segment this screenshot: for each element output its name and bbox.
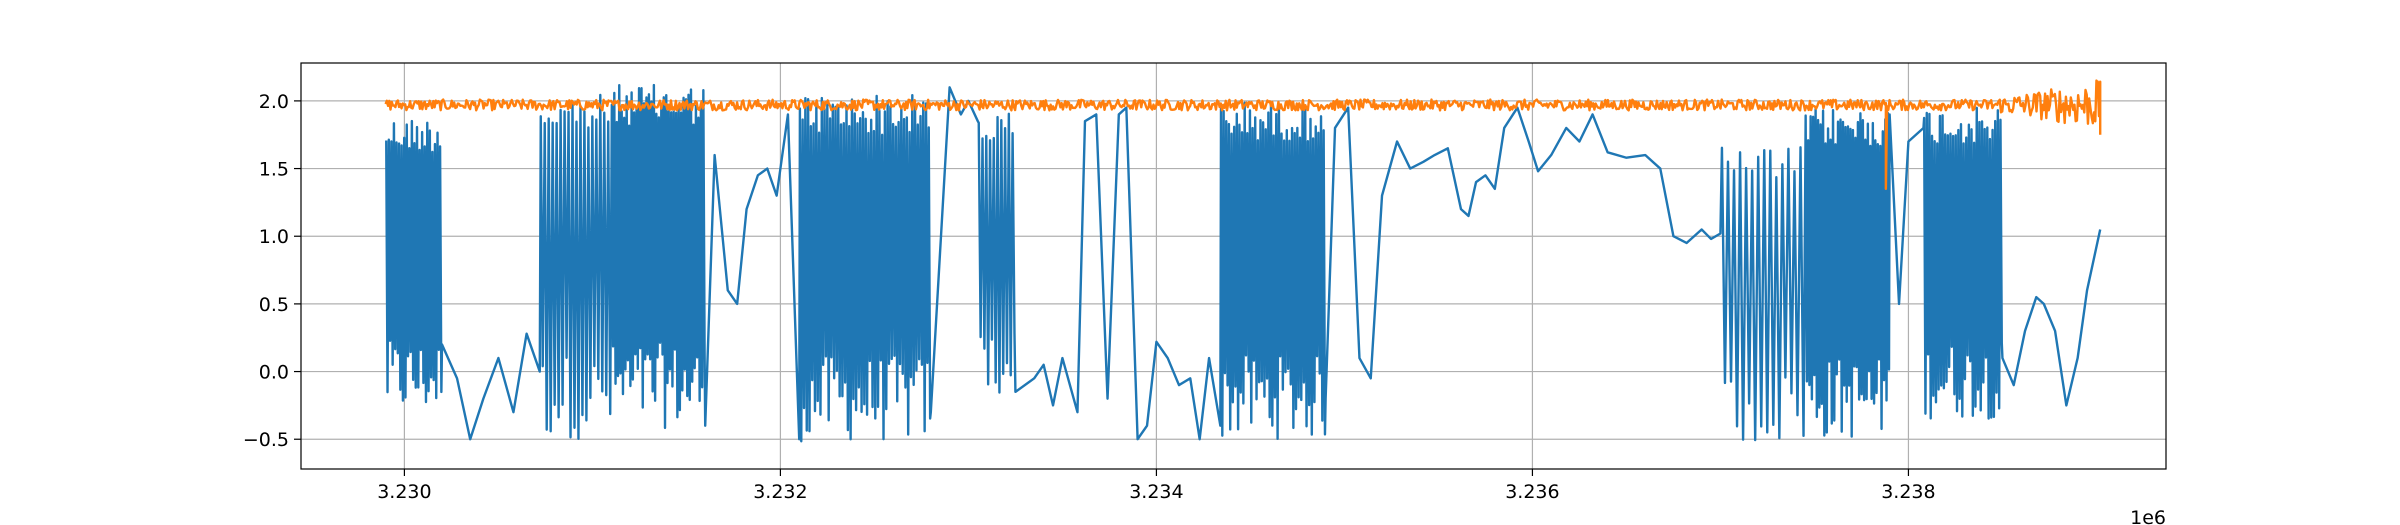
y-tick-label: −0.5 bbox=[243, 429, 289, 451]
x-axis-offset-label: 1e6 bbox=[2130, 507, 2166, 525]
x-tick-label: 3.238 bbox=[1881, 481, 1935, 503]
tick-layer: 3.230 3.232 3.234 3.236 3.238 −0.5 0.0 0.5 1.0 1.… bbox=[243, 91, 1936, 503]
x-tick-label: 3.236 bbox=[1505, 481, 1559, 503]
series-layer bbox=[384, 79, 2102, 443]
series-2-line bbox=[384, 79, 2102, 191]
y-tick-label: 1.5 bbox=[259, 159, 289, 181]
y-tick-label: 0.5 bbox=[259, 294, 289, 316]
x-tick-label: 3.234 bbox=[1129, 481, 1183, 503]
y-tick-label: 0.0 bbox=[259, 362, 289, 384]
x-tick-label: 3.232 bbox=[753, 481, 807, 503]
y-tick-label: 1.0 bbox=[259, 226, 289, 248]
x-tick-label: 3.230 bbox=[377, 481, 431, 503]
axes-frame bbox=[300, 62, 2167, 470]
series-1-line bbox=[385, 83, 2102, 443]
y-tick-label: 2.0 bbox=[259, 91, 289, 113]
